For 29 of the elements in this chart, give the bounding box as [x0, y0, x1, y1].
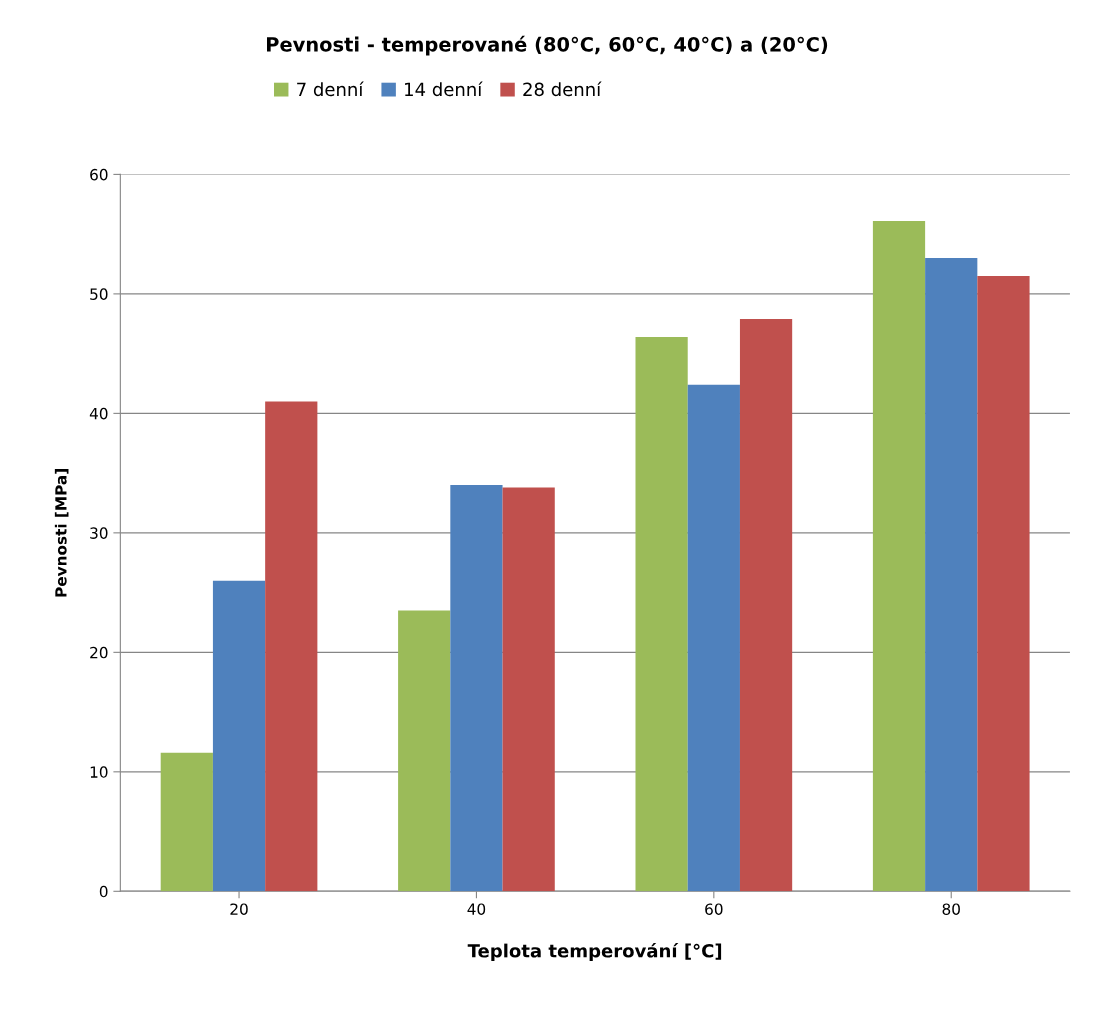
x-axis-title: Teplota temperování [°C] [467, 942, 722, 962]
y-tick-label: 0 [99, 885, 108, 898]
x-tick-label: 20 [230, 903, 248, 915]
legend-label: 14 denní [405, 81, 483, 97]
bar [635, 336, 688, 892]
y-tick-label: 30 [90, 527, 108, 539]
x-tick-label: 40 [467, 903, 486, 915]
legend-label: 7 denní [297, 81, 364, 97]
legend-label: 28 denní [523, 81, 602, 97]
x-tick-label: 60 [705, 903, 723, 915]
y-tick-label: 50 [90, 288, 108, 300]
bar [925, 258, 978, 892]
y-tick-label: 40 [89, 407, 108, 420]
bar [160, 752, 213, 892]
bar [450, 485, 503, 892]
bar [502, 487, 555, 892]
bar [687, 384, 740, 892]
y-tick-label: 20 [90, 646, 108, 659]
x-tick-label: 80 [942, 903, 960, 915]
chart-title: Pevnosti - temperované (80°C, 60°C, 40°C) a (20°C) [267, 35, 828, 56]
bar [872, 221, 926, 892]
bar [212, 580, 266, 892]
bar [977, 275, 1030, 892]
bar [739, 318, 793, 892]
y-tick-label: 60 [90, 168, 108, 181]
bar [398, 610, 451, 892]
y-tick-label: 10 [90, 766, 108, 778]
y-axis-title: Pevnosti [MPa] [54, 469, 69, 597]
bar [265, 401, 318, 892]
